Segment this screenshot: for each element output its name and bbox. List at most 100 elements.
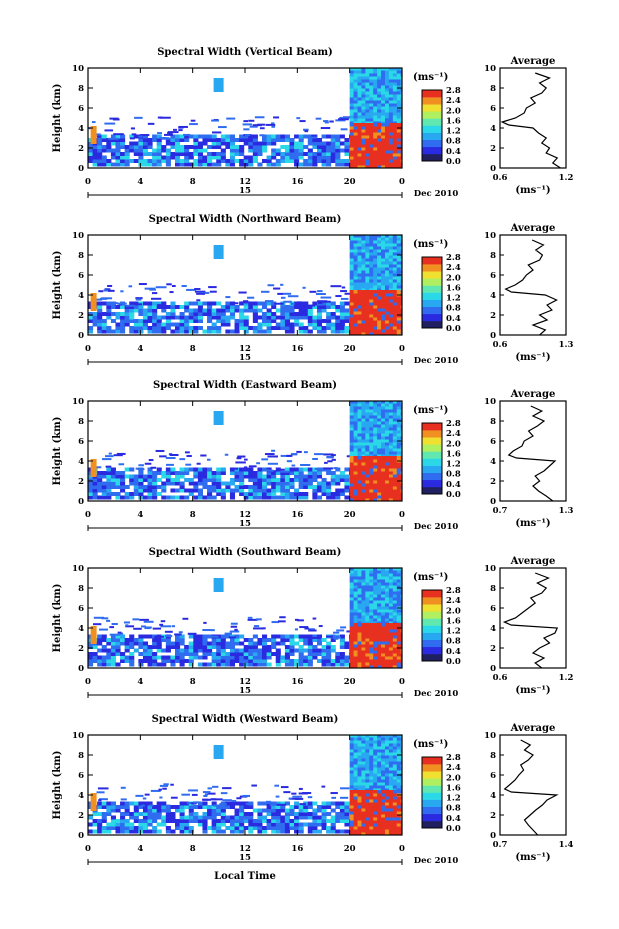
heatmap-cell	[353, 424, 359, 428]
heatmap-cell	[392, 159, 398, 163]
heatmap-cell	[138, 329, 144, 334]
heatmap-cell	[396, 486, 402, 490]
heatmap-cell	[361, 498, 366, 501]
heatmap-cell	[323, 467, 334, 470]
heatmap-cell	[384, 498, 390, 501]
heatmap-cell	[384, 73, 390, 77]
colorbar-tick-label: 2.0	[446, 106, 461, 116]
heatmap-cell	[167, 131, 179, 134]
heatmap-cell	[373, 285, 378, 289]
heatmap-cell	[373, 85, 378, 89]
heatmap-cell	[344, 812, 350, 816]
heatmap-cell	[160, 620, 166, 623]
heatmap-cell	[369, 456, 374, 460]
heatmap-cell	[335, 152, 341, 156]
heatmap-cell	[170, 471, 176, 475]
heatmap-cell	[388, 305, 394, 309]
heatmap-cell	[138, 659, 144, 663]
heatmap-cell	[211, 301, 217, 306]
heatmap-cell	[365, 600, 370, 604]
heatmap-cell	[388, 585, 394, 589]
heatmap-cell	[326, 819, 332, 823]
heatmap-cell	[349, 94, 355, 98]
heatmap-cell	[197, 162, 203, 167]
heatmap-cell	[142, 812, 149, 816]
heatmap-cell	[291, 464, 296, 467]
heatmap-cell	[193, 648, 199, 653]
heatmap-cell	[115, 471, 121, 475]
heatmap-cell	[160, 625, 172, 628]
heatmap-cell	[307, 638, 313, 642]
heatmap-cell	[284, 638, 290, 642]
heatmap-cell	[197, 159, 203, 163]
heatmap-cell	[330, 822, 336, 827]
heatmap-cell	[361, 749, 366, 753]
heatmap-cell	[369, 276, 374, 280]
heatmap-cell	[312, 617, 317, 620]
heatmap-cell	[128, 285, 133, 288]
heatmap-cell	[142, 655, 149, 660]
heatmap-cell	[353, 573, 359, 577]
heatmap-cell	[147, 329, 153, 334]
heatmap-cell	[388, 492, 394, 496]
heatmap-cell	[365, 773, 370, 777]
heatmap-cell	[316, 485, 323, 489]
heatmap-cell	[106, 619, 111, 622]
heatmap-cell	[384, 436, 390, 440]
heatmap-cell	[349, 790, 355, 794]
heatmap-cell	[349, 462, 355, 466]
heatmap-cell	[316, 152, 323, 156]
heatmap-cell	[144, 287, 156, 290]
heatmap-cell	[179, 485, 185, 489]
heatmap-cell	[216, 329, 222, 334]
heatmap-cell	[133, 152, 139, 156]
heatmap-cell	[294, 662, 300, 667]
heatmap-cell	[298, 808, 304, 813]
heatmap-cell	[92, 819, 98, 823]
heatmap-cell	[357, 474, 362, 478]
heatmap-cell	[392, 299, 398, 303]
heatmap-cell	[377, 782, 382, 786]
heatmap-cell	[188, 488, 194, 493]
heatmap-cell	[373, 237, 378, 241]
heatmap-cell	[400, 424, 402, 428]
heatmap-cell	[216, 138, 222, 142]
heatmap-cell	[353, 332, 359, 335]
heatmap-cell	[349, 401, 355, 404]
heatmap-cell	[96, 135, 102, 138]
heatmap-cell	[101, 471, 107, 475]
heatmap-cell	[400, 82, 402, 86]
heatmap-cell	[307, 652, 313, 656]
heatmap-cell	[303, 474, 309, 479]
heatmap-cell	[344, 467, 350, 472]
heatmap-cell	[97, 145, 103, 149]
heatmap-cell	[344, 659, 350, 663]
heatmap-cell	[101, 312, 107, 316]
heatmap-cell	[239, 805, 245, 809]
heatmap-cell	[373, 317, 378, 321]
colorbar-tick-label: 2.4	[446, 596, 461, 606]
heatmap-cell	[381, 650, 386, 654]
heatmap-cell	[369, 91, 374, 95]
heatmap-cell	[161, 805, 167, 809]
heatmap-cell	[396, 615, 402, 619]
heatmap-cell	[384, 480, 390, 484]
heatmap-cell	[115, 141, 121, 146]
heatmap-cell	[396, 112, 402, 116]
heatmap-cell	[361, 653, 366, 657]
heatmap-cell	[294, 322, 300, 327]
heatmap-cell	[125, 625, 135, 628]
heatmap-cell	[234, 815, 240, 820]
heatmap-cell	[266, 648, 272, 653]
heatmap-cell	[357, 498, 362, 501]
heatmap-cell	[298, 148, 304, 153]
heatmap-cell	[369, 147, 374, 151]
heatmap-cell	[365, 459, 370, 463]
heatmap-cell	[166, 283, 172, 286]
heatmap-cell	[152, 641, 158, 646]
heatmap-cell	[361, 805, 366, 809]
heatmap-cell	[271, 634, 277, 639]
heatmap-cell	[353, 135, 359, 139]
heatmap-cell	[388, 767, 394, 771]
heatmap-cell	[312, 819, 318, 823]
